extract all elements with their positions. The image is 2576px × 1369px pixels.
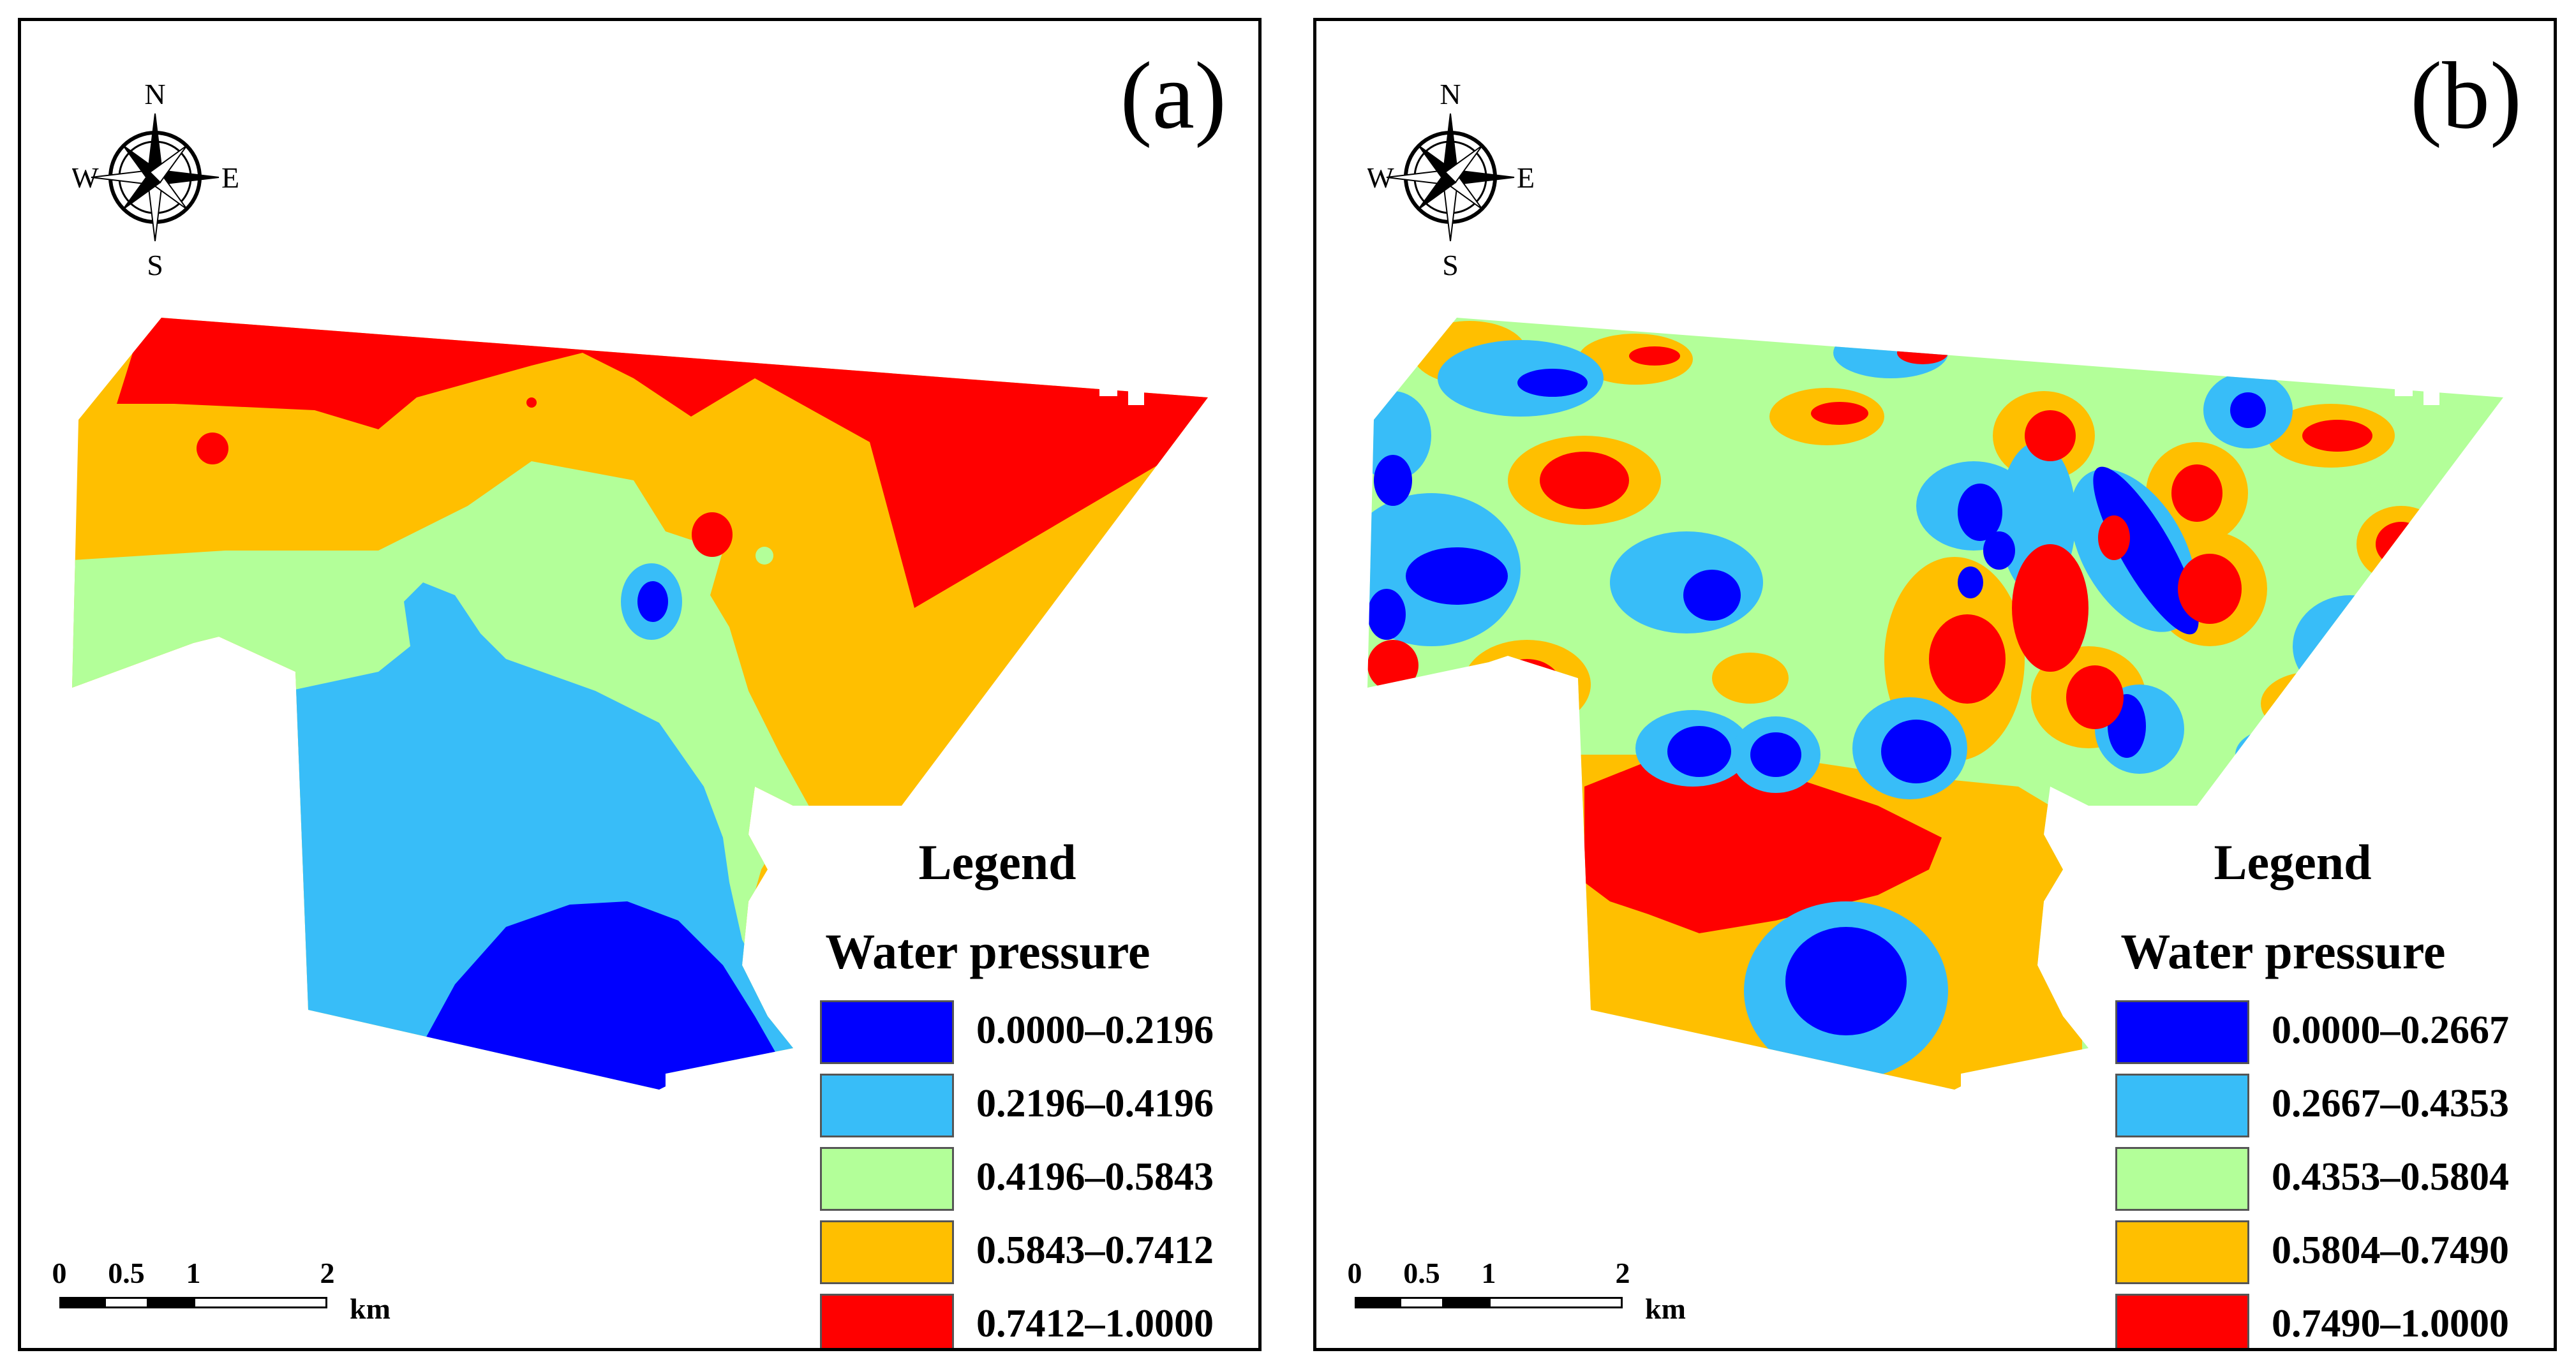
- legend-title: Legend: [2214, 834, 2372, 890]
- legend-item: 0.2667–0.4353: [2115, 1074, 2524, 1137]
- scale-tick: 0: [1347, 1257, 1362, 1289]
- legend-swatch: [2115, 1000, 2249, 1064]
- compass-north: N: [144, 78, 165, 110]
- scale-segment: [1444, 1297, 1489, 1308]
- legend-item: 0.5843–0.7412: [820, 1220, 1228, 1284]
- legend-swatch: [820, 1000, 954, 1064]
- scale-tick: 0: [52, 1257, 67, 1289]
- compass-north: N: [1440, 78, 1461, 110]
- scale-segment: [149, 1297, 193, 1308]
- compass-south: S: [1442, 249, 1459, 281]
- legend-label: 0.2667–0.4353: [2272, 1082, 2509, 1125]
- compass-east: E: [221, 161, 238, 194]
- water-pressure-map-a: [72, 318, 1208, 1090]
- spot-red: [692, 512, 733, 557]
- scale-bar: 0 0.5 1 2 km: [1348, 1257, 1738, 1329]
- scale-tick: 0.5: [1403, 1257, 1440, 1289]
- map-panel-a: (a) N S W E Legend Water pressure 0.0000…: [18, 18, 1262, 1351]
- panel-label: (a): [1120, 43, 1226, 149]
- map-notch: [2423, 378, 2439, 405]
- legend-label: 0.2196–0.4196: [976, 1082, 1214, 1125]
- legend-swatch: [2115, 1074, 2249, 1137]
- map-notch: [2395, 378, 2413, 396]
- legend-item: 0.5804–0.7490: [2115, 1220, 2524, 1284]
- legend-item: 0.0000–0.2667: [2115, 1000, 2524, 1064]
- scale-tick: 2: [320, 1257, 335, 1289]
- legend-item: 0.0000–0.2196: [820, 1000, 1228, 1064]
- legend: Legend Water pressure 0.0000–0.2196 0.21…: [780, 803, 1228, 1348]
- map-notch: [1099, 378, 1117, 396]
- scale-tick: 1: [186, 1257, 201, 1289]
- legend-label: 0.7490–1.0000: [2272, 1302, 2509, 1345]
- panel-label: (b): [2410, 43, 2522, 149]
- legend-title: Legend: [918, 834, 1076, 890]
- legend-swatch: [820, 1147, 954, 1211]
- legend-swatch: [820, 1220, 954, 1284]
- compass-east: E: [1517, 161, 1533, 194]
- legend-swatch: [820, 1074, 954, 1137]
- scale-segment: [1399, 1297, 1444, 1308]
- legend: Legend Water pressure 0.0000–0.2667 0.26…: [2076, 803, 2524, 1348]
- legend-label: 0.5843–0.7412: [976, 1229, 1214, 1272]
- scale-segment: [1355, 1297, 1399, 1308]
- scale-tick: 2: [1615, 1257, 1630, 1289]
- legend-subtitle: Water pressure: [2120, 924, 2446, 979]
- legend-label: 0.4353–0.5804: [2272, 1155, 2509, 1199]
- spot-green: [756, 547, 773, 565]
- scale-unit: km: [350, 1292, 391, 1325]
- legend-label: 0.7412–1.0000: [976, 1302, 1214, 1345]
- compass-south: S: [147, 249, 163, 281]
- legend-label: 0.5804–0.7490: [2272, 1229, 2509, 1272]
- legend-label: 0.0000–0.2667: [2272, 1009, 2509, 1052]
- scale-unit: km: [1645, 1292, 1686, 1325]
- legend-subtitle: Water pressure: [825, 924, 1150, 979]
- legend-item: 0.2196–0.4196: [820, 1074, 1228, 1137]
- scale-segment: [1489, 1297, 1623, 1308]
- scale-tick: 1: [1481, 1257, 1496, 1289]
- compass-rose-icon: N S W E: [1367, 78, 1533, 281]
- spot-blue: [637, 581, 668, 622]
- legend-swatch: [2115, 1147, 2249, 1211]
- legend-label: 0.4196–0.5843: [976, 1155, 1214, 1199]
- spot-red: [197, 433, 228, 464]
- legend-item: 0.4196–0.5843: [820, 1147, 1228, 1211]
- legend-label: 0.0000–0.2196: [976, 1009, 1214, 1052]
- map-notch: [1128, 378, 1144, 405]
- spot-red: [526, 397, 537, 408]
- zone-red-south: [1584, 755, 1942, 933]
- scale-segment: [193, 1297, 327, 1308]
- zone-red-north: [117, 318, 1208, 608]
- legend-swatch: [2115, 1294, 2249, 1348]
- compass-west: W: [1367, 161, 1394, 194]
- legend-swatch: [2115, 1220, 2249, 1284]
- scale-bar: 0 0.5 1 2 km: [52, 1257, 442, 1329]
- legend-item: 0.4353–0.5804: [2115, 1147, 2524, 1211]
- compass-rose-icon: N S W E: [72, 78, 238, 281]
- legend-swatch: [820, 1294, 954, 1348]
- scale-segment: [59, 1297, 104, 1308]
- compass-west: W: [72, 161, 99, 194]
- scale-segment: [104, 1297, 149, 1308]
- zone-blue-south: [1785, 927, 1907, 1035]
- water-pressure-map-b: [1367, 318, 2503, 1090]
- map-panel-b: (b) N S W E Legend Water pressure 0.0000…: [1313, 18, 2557, 1351]
- blue-cores: [1367, 329, 2382, 783]
- scale-tick: 0.5: [108, 1257, 145, 1289]
- legend-item: 0.7412–1.0000: [820, 1294, 1228, 1348]
- legend-item: 0.7490–1.0000: [2115, 1294, 2524, 1348]
